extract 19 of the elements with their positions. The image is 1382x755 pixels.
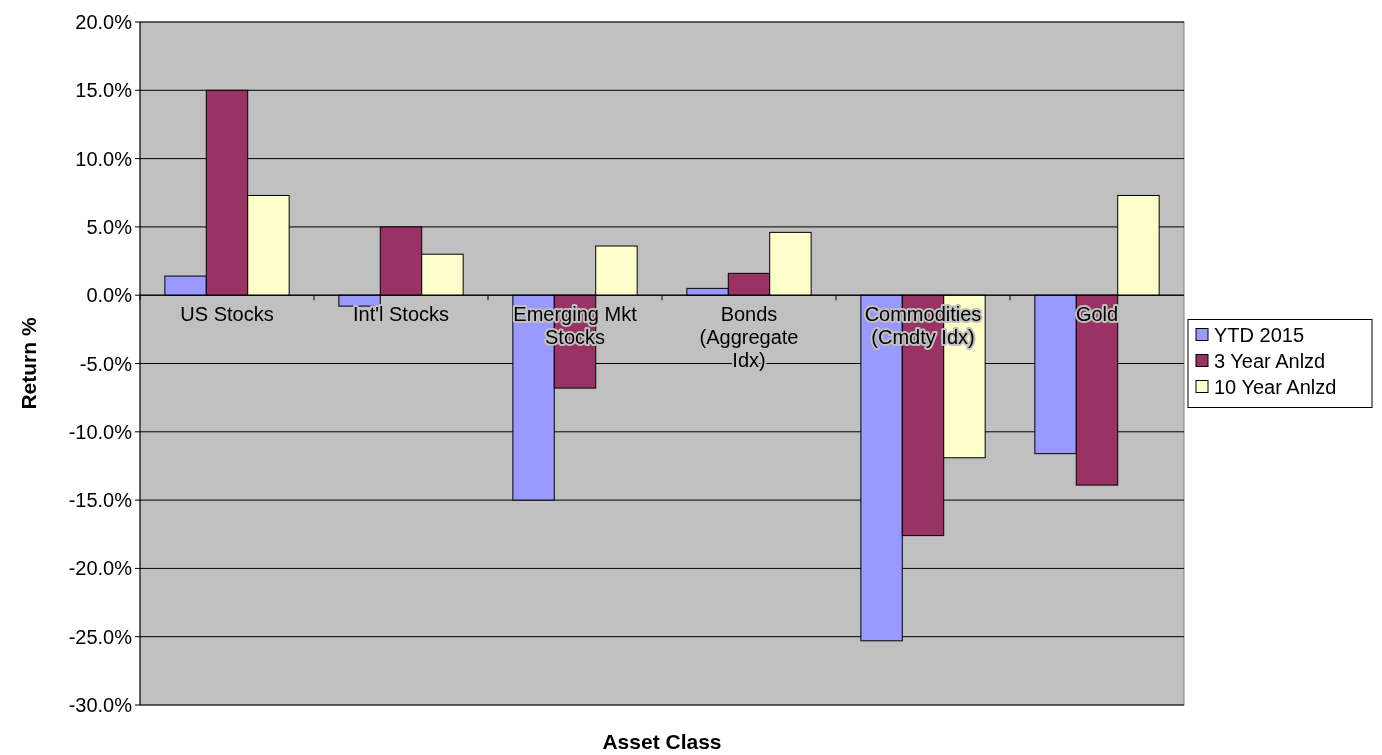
x-tick-label: US Stocks xyxy=(180,303,274,326)
y-tick-label: -10.0% xyxy=(68,420,133,443)
x-tick-label: Int'l Stocks xyxy=(352,303,450,326)
x-tick-label: Gold xyxy=(1075,303,1119,326)
x-axis-title: Asset Class xyxy=(602,730,722,753)
y-tick-label: 10.0% xyxy=(75,147,133,170)
y-tick-label: -25.0% xyxy=(68,625,133,648)
y-tick-label: 0.0% xyxy=(86,284,133,307)
y-tick-label: 15.0% xyxy=(75,79,133,102)
y-tick-label: 20.0% xyxy=(75,11,133,33)
y-tick-label: -30.0% xyxy=(68,694,133,716)
y-tick-label: 5.0% xyxy=(86,215,133,238)
legend-label: 10 Year Anlzd xyxy=(1214,375,1337,398)
y-tick-label: -20.0% xyxy=(68,557,133,580)
y-tick-label: -15.0% xyxy=(68,489,133,512)
legend-label: 3 Year Anlzd xyxy=(1214,349,1326,372)
y-axis-title: Return % xyxy=(17,317,40,410)
y-tick-label: -5.0% xyxy=(79,352,133,375)
legend-label: YTD 2015 xyxy=(1214,323,1305,346)
